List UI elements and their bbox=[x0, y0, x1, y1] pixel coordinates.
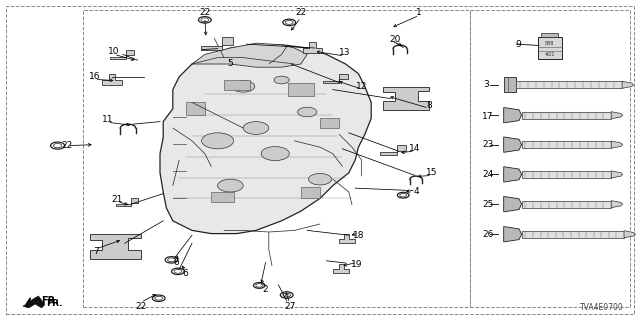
Polygon shape bbox=[201, 37, 232, 50]
Circle shape bbox=[261, 147, 289, 161]
Bar bbox=[224, 80, 250, 90]
Text: 7: 7 bbox=[93, 247, 99, 256]
Bar bbox=[538, 37, 562, 59]
Bar bbox=[522, 171, 611, 178]
Text: 14: 14 bbox=[409, 144, 420, 153]
Polygon shape bbox=[116, 198, 138, 206]
Polygon shape bbox=[90, 234, 141, 259]
Circle shape bbox=[298, 107, 317, 117]
Polygon shape bbox=[504, 108, 522, 123]
Polygon shape bbox=[611, 141, 623, 148]
Text: 23: 23 bbox=[482, 140, 493, 149]
Text: 22: 22 bbox=[295, 8, 307, 17]
Text: 26: 26 bbox=[482, 230, 493, 239]
Polygon shape bbox=[160, 45, 371, 234]
Text: 10: 10 bbox=[108, 47, 120, 56]
Polygon shape bbox=[339, 234, 355, 243]
Text: 24: 24 bbox=[482, 170, 493, 179]
Text: 22: 22 bbox=[135, 302, 147, 311]
Text: 19: 19 bbox=[351, 260, 363, 269]
Bar bbox=[470, 10, 630, 307]
Text: 15: 15 bbox=[426, 168, 438, 177]
Polygon shape bbox=[611, 201, 623, 208]
Text: 16: 16 bbox=[89, 72, 100, 81]
Polygon shape bbox=[504, 167, 522, 182]
Bar bbox=[522, 141, 611, 148]
Bar bbox=[186, 102, 205, 115]
Text: #22: #22 bbox=[545, 52, 555, 57]
Bar bbox=[504, 77, 516, 92]
Text: FR.: FR. bbox=[46, 299, 63, 308]
Bar bbox=[522, 231, 624, 238]
Text: 2: 2 bbox=[263, 285, 268, 294]
Circle shape bbox=[218, 179, 243, 192]
Text: 25: 25 bbox=[482, 200, 493, 209]
Polygon shape bbox=[622, 81, 634, 88]
Text: FR.: FR. bbox=[42, 296, 60, 306]
Polygon shape bbox=[383, 86, 429, 109]
Polygon shape bbox=[611, 112, 623, 119]
Text: 6: 6 bbox=[173, 258, 179, 267]
Text: 4: 4 bbox=[413, 188, 419, 196]
Polygon shape bbox=[624, 231, 636, 238]
Text: 22: 22 bbox=[61, 141, 73, 150]
Text: 8: 8 bbox=[426, 101, 431, 110]
Text: 888: 888 bbox=[545, 41, 554, 45]
Text: 18: 18 bbox=[353, 231, 364, 240]
Text: 1: 1 bbox=[417, 8, 422, 17]
Circle shape bbox=[243, 122, 269, 134]
Bar bbox=[522, 201, 611, 208]
Polygon shape bbox=[23, 296, 45, 308]
Polygon shape bbox=[504, 227, 522, 242]
Circle shape bbox=[232, 81, 255, 92]
Text: 9: 9 bbox=[516, 40, 521, 49]
Circle shape bbox=[274, 76, 289, 84]
Text: 12: 12 bbox=[356, 82, 367, 91]
Circle shape bbox=[308, 173, 332, 185]
Text: 6: 6 bbox=[183, 269, 188, 278]
Circle shape bbox=[202, 133, 234, 149]
Polygon shape bbox=[102, 74, 122, 85]
Bar bbox=[522, 112, 611, 119]
Polygon shape bbox=[323, 74, 348, 83]
Polygon shape bbox=[611, 171, 623, 178]
Text: 27: 27 bbox=[284, 302, 296, 311]
Text: 11: 11 bbox=[102, 116, 113, 124]
Bar bbox=[516, 81, 622, 88]
Text: 21: 21 bbox=[111, 195, 123, 204]
Bar bbox=[83, 10, 470, 307]
Text: TVA4E0700: TVA4E0700 bbox=[580, 303, 624, 312]
Polygon shape bbox=[110, 50, 134, 59]
Text: 20: 20 bbox=[390, 36, 401, 44]
Bar bbox=[288, 83, 314, 96]
Polygon shape bbox=[192, 43, 307, 67]
Text: 5: 5 bbox=[228, 60, 233, 68]
Text: 22: 22 bbox=[199, 8, 211, 17]
Polygon shape bbox=[380, 145, 406, 155]
Bar bbox=[211, 192, 234, 202]
Text: 17: 17 bbox=[482, 112, 493, 121]
Polygon shape bbox=[504, 196, 522, 212]
Text: 3: 3 bbox=[484, 80, 489, 89]
Polygon shape bbox=[504, 137, 522, 152]
Bar bbox=[301, 187, 320, 198]
Polygon shape bbox=[333, 264, 349, 273]
Text: 13: 13 bbox=[339, 48, 350, 57]
Bar bbox=[541, 34, 558, 37]
Polygon shape bbox=[303, 42, 322, 53]
Bar bbox=[320, 118, 339, 128]
